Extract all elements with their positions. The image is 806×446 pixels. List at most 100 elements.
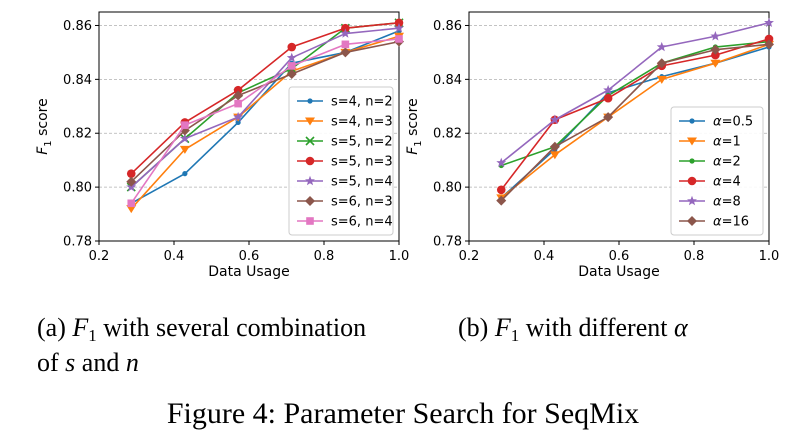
chart-b-legend-label: α=0.5 (713, 115, 753, 130)
chart-b-series-line (500, 22, 770, 164)
chart-b-legend-marker (687, 137, 697, 146)
chart-a-data-point (182, 171, 188, 177)
chart-b-data-point (711, 50, 720, 60)
chart-b-series-line (500, 40, 770, 167)
chart-b-legend-label: α=4 (713, 175, 741, 190)
chart-b-data-point (764, 39, 774, 50)
chart-a-data-point (340, 28, 351, 38)
chart-b-xtick-label: 0.2 (459, 249, 480, 264)
chart-a-series-3 (126, 18, 404, 178)
chart-b-data-point (656, 58, 667, 69)
chart-b-ytick-label: 0.80 (433, 181, 462, 196)
chart-a-ytick-label: 0.86 (63, 19, 92, 34)
chart-a-legend-marker (305, 117, 315, 126)
chart-a-legend-label: s=4, n=3 (331, 115, 393, 130)
chart-a-ylabel: F1 score (35, 98, 54, 155)
chart-a-xtick-label: 1.0 (389, 249, 410, 264)
chart-b-data-point (549, 114, 560, 124)
chart-a-legend-label: s=5, n=3 (331, 155, 393, 170)
chart-a-xtick-label: 0.8 (314, 249, 335, 264)
chart-a-legend-marker (307, 98, 313, 104)
chart-b-series-line (500, 43, 770, 202)
chart-b-legend-label: α=1 (713, 135, 741, 150)
chart-a-series-line (130, 27, 400, 188)
chart-a-legend-marker (305, 156, 315, 166)
chart-b-data-point (496, 185, 506, 195)
chart-a-series-line (130, 38, 400, 204)
chart-b-data-point (656, 41, 667, 52)
chart-a-data-point (179, 133, 190, 143)
chart-b-series-line (500, 43, 770, 199)
chart-a-legend-box (288, 86, 394, 236)
chart-a-data-point (394, 22, 404, 33)
chart-b-legend-label: α=8 (713, 195, 741, 210)
chart-a-legend-label: s=6, n=3 (331, 195, 393, 210)
chart-b-data-point (496, 195, 507, 206)
chart-b-data-point (764, 34, 774, 44)
chart-b-data-point (603, 93, 613, 103)
chart-b-ytick-label: 0.82 (433, 127, 462, 142)
chart-a-data-point (286, 52, 297, 63)
chart-b-xtick-label: 0.8 (684, 249, 705, 264)
chart-a-data-point (179, 145, 190, 154)
chart-a-data-point (181, 121, 189, 129)
chart-b-data-point (603, 112, 614, 123)
chart-a-series-line (130, 21, 400, 175)
chart-b-ytick-label: 0.78 (433, 235, 462, 250)
chart-a-legend-marker (305, 136, 315, 146)
chart-b-data-point (603, 84, 614, 95)
subcaption-a-line2: of s and n (37, 348, 139, 377)
chart-b-series-line (500, 38, 770, 191)
chart-b-legend-marker (689, 158, 695, 164)
subcaption-a-line1: (a) F1 with several combination (37, 313, 366, 345)
chart-a-data-point (340, 47, 351, 58)
chart-a-data-point (126, 176, 137, 187)
chart-b-legend-label: α=2 (713, 155, 741, 170)
chart-a-data-point (287, 42, 297, 52)
chart-a-legend-label: s=5, n=4 (331, 175, 393, 190)
chart-a-xtick-label: 0.2 (89, 249, 110, 264)
chart-a-legend-label: s=4, n=2 (331, 95, 393, 110)
chart-a-data-point (126, 205, 137, 214)
chart-a-legend-label: s=5, n=2 (331, 135, 393, 150)
chart-a-legend-marker (305, 175, 315, 186)
chart-b: 0.78 0.80 0.82 0.84 0.86 0.2 0.4 0.6 0.8 1.0 Data … (405, 11, 780, 280)
chart-b-data-point (710, 59, 721, 68)
chart-b-series-5 (496, 39, 774, 206)
chart-a-ytick-label: 0.80 (63, 181, 92, 196)
chart-a-data-point (126, 169, 136, 178)
chart-a-series-line (130, 30, 400, 204)
chart-a-xtick-label: 0.4 (164, 249, 185, 264)
chart-a-data-point (394, 18, 404, 28)
chart-b-legend-marker (687, 195, 697, 206)
chart-a-data-point (395, 35, 403, 43)
chart-a-data-point (233, 111, 244, 122)
chart-b-data-point (710, 31, 721, 41)
chart-a-data-point (233, 90, 244, 101)
chart-b-legend-label: α=16 (713, 215, 749, 230)
chart-a-data-point (235, 119, 241, 126)
chart-b-xtick-label: 1.0 (759, 249, 780, 264)
chart-a-data-point (287, 62, 296, 70)
chart-a-ytick-label: 0.82 (63, 127, 92, 142)
chart-b-legend-marker (687, 176, 697, 186)
chart-b-xlabel: Data Usage (578, 264, 660, 280)
chart-b-data-point (710, 44, 721, 55)
chart-b-data-point (656, 75, 667, 84)
subcaption-b: (b) F1 with different α (458, 313, 689, 345)
chart-a-legend-label: s=6, n=4 (331, 215, 393, 230)
chart-a-data-point (341, 23, 350, 33)
chart-a-legend-marker (306, 217, 314, 225)
chart-a-xlabel: Data Usage (208, 264, 290, 280)
chart-a-xtick-label: 0.6 (239, 249, 260, 264)
chart-b-data-point (549, 141, 560, 152)
chart-a-series-line (130, 35, 400, 210)
chart-a-data-point (127, 199, 136, 208)
chart-b-ylabel: F1 score (405, 98, 424, 155)
chart-b-legend: α=0.5 α=1 α=2 α=4 α=8 α=16 (670, 106, 764, 236)
chart-a-series-6 (127, 35, 403, 208)
chart-b-data-point (549, 151, 560, 160)
chart-a: 0.78 0.80 0.82 0.84 0.86 0.2 0.4 0.6 0.8 1.0 Data … (35, 11, 410, 280)
chart-b-xtick-label: 0.4 (534, 249, 555, 264)
